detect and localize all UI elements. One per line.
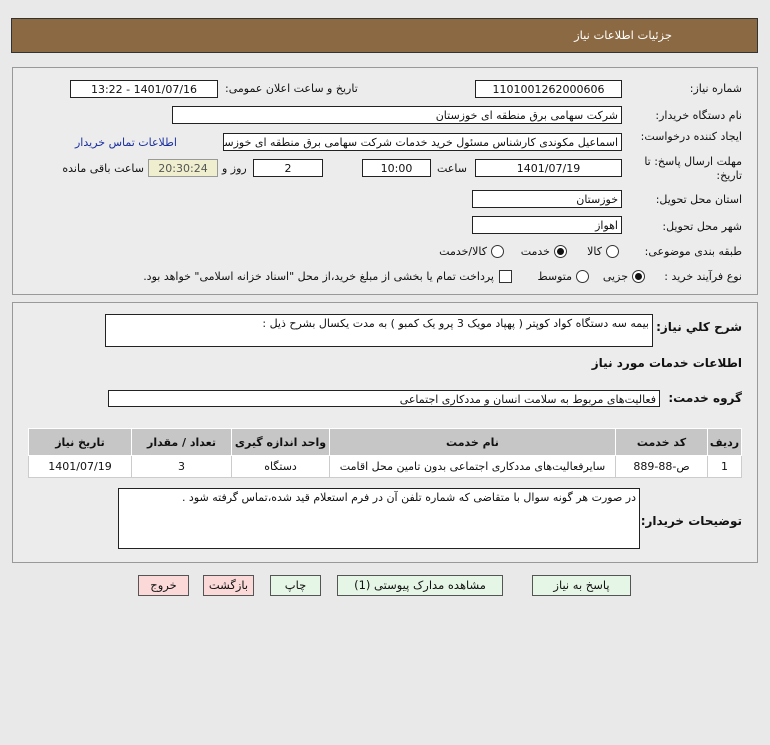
cell-qty: 3 bbox=[131, 455, 232, 478]
treasury-checkbox[interactable] bbox=[499, 270, 512, 283]
page-header: جزئیات اطلاعات نیاز bbox=[11, 18, 758, 53]
province-field: خوزستان bbox=[472, 190, 622, 208]
services-table: ردیف کد خدمت نام خدمت واحد اندازه گیری ت… bbox=[28, 428, 742, 478]
buyer-field: شرکت سهامی برق منطقه ای خوزستان bbox=[172, 106, 622, 124]
cell-row: 1 bbox=[707, 455, 742, 478]
category-option-goods-service: کالا/خدمت bbox=[439, 245, 487, 258]
treasury-text: پرداخت تمام یا بخشی از مبلغ خرید،از محل … bbox=[143, 270, 494, 283]
buyer-notes-field: در صورت هر گونه سوال با متقاضی که شماره … bbox=[118, 488, 640, 549]
days-label: روز و bbox=[222, 162, 247, 175]
service-group-field: فعالیت‌های مربوط به سلامت انسان و مددکار… bbox=[108, 390, 660, 407]
exit-button[interactable]: خروج bbox=[138, 575, 189, 596]
buyer-label: نام دستگاه خریدار: bbox=[655, 109, 742, 122]
requester-field: اسماعیل مکوندی کارشناس مسئول خرید خدمات … bbox=[223, 133, 622, 151]
deadline-date-field: 1401/07/19 bbox=[475, 159, 622, 177]
description-label: شرح کلي نياز: bbox=[656, 320, 742, 334]
process-radio-minor[interactable] bbox=[632, 270, 645, 283]
view-documents-button[interactable]: مشاهده مدارک پیوستی (1) bbox=[337, 575, 503, 596]
services-heading: اطلاعات خدمات مورد نیاز bbox=[591, 356, 742, 370]
col-unit: واحد اندازه گیری bbox=[231, 428, 330, 456]
cell-date: 1401/07/19 bbox=[28, 455, 132, 478]
buyer-notes-label: توضیحات خریدار: bbox=[640, 514, 742, 528]
buyer-contact-link[interactable]: اطلاعات تماس خریدار bbox=[75, 136, 177, 149]
col-row: ردیف bbox=[707, 428, 742, 456]
page-title: جزئیات اطلاعات نیاز bbox=[574, 28, 672, 42]
announce-label: تاریخ و ساعت اعلان عمومی: bbox=[225, 82, 358, 95]
remaining-time-field: 20:30:24 bbox=[148, 159, 218, 177]
days-field: 2 bbox=[253, 159, 323, 177]
service-group-label: گروه خدمت: bbox=[668, 391, 742, 405]
process-radio-medium[interactable] bbox=[576, 270, 589, 283]
category-radio-goods-service[interactable] bbox=[491, 245, 504, 258]
deadline-time-field: 10:00 bbox=[362, 159, 431, 177]
process-label: نوع فرآیند خرید : bbox=[664, 270, 742, 283]
deadline-label: مهلت ارسال پاسخ: تا تاریخ: bbox=[644, 155, 742, 182]
process-option-medium: متوسط bbox=[537, 270, 572, 283]
cell-code: ص-88-889 bbox=[615, 455, 708, 478]
announce-field: 1401/07/16 - 13:22 bbox=[70, 80, 218, 98]
city-label: شهر محل تحویل: bbox=[662, 220, 742, 233]
time-label: ساعت bbox=[437, 162, 467, 175]
need-number-label: شماره نیاز: bbox=[689, 82, 742, 95]
category-radio-goods[interactable] bbox=[606, 245, 619, 258]
print-button[interactable]: چاپ bbox=[270, 575, 321, 596]
col-qty: تعداد / مقدار bbox=[131, 428, 232, 456]
reply-button[interactable]: پاسخ به نیاز bbox=[532, 575, 631, 596]
back-button[interactable]: بازگشت bbox=[203, 575, 254, 596]
col-name: نام خدمت bbox=[329, 428, 616, 456]
process-option-minor: جزیی bbox=[602, 270, 628, 283]
cell-name: سایرفعالیت‌های مددکاری اجتماعی بدون تامی… bbox=[329, 455, 616, 478]
category-option-goods: کالا bbox=[587, 245, 602, 258]
col-code: کد خدمت bbox=[615, 428, 708, 456]
category-radio-service[interactable] bbox=[554, 245, 567, 258]
table-row: 1 ص-88-889 سایرفعالیت‌های مددکاری اجتماع… bbox=[28, 455, 742, 478]
requester-label: ایجاد کننده درخواست: bbox=[640, 130, 742, 143]
cell-unit: دستگاه bbox=[231, 455, 330, 478]
category-label: طبقه بندی موضوعی: bbox=[644, 245, 742, 258]
category-option-service: خدمت bbox=[520, 245, 550, 258]
remaining-label: ساعت باقی مانده bbox=[62, 162, 144, 175]
need-number-field: 1101001262000606 bbox=[475, 80, 622, 98]
need-info-panel bbox=[12, 67, 758, 295]
description-field: بیمه سه دستگاه کواد کوپتر ( پهپاد مویک 3… bbox=[105, 314, 653, 347]
province-label: استان محل تحویل: bbox=[655, 193, 742, 206]
city-field: اهواز bbox=[472, 216, 622, 234]
col-date: تاریخ نیاز bbox=[28, 428, 132, 456]
